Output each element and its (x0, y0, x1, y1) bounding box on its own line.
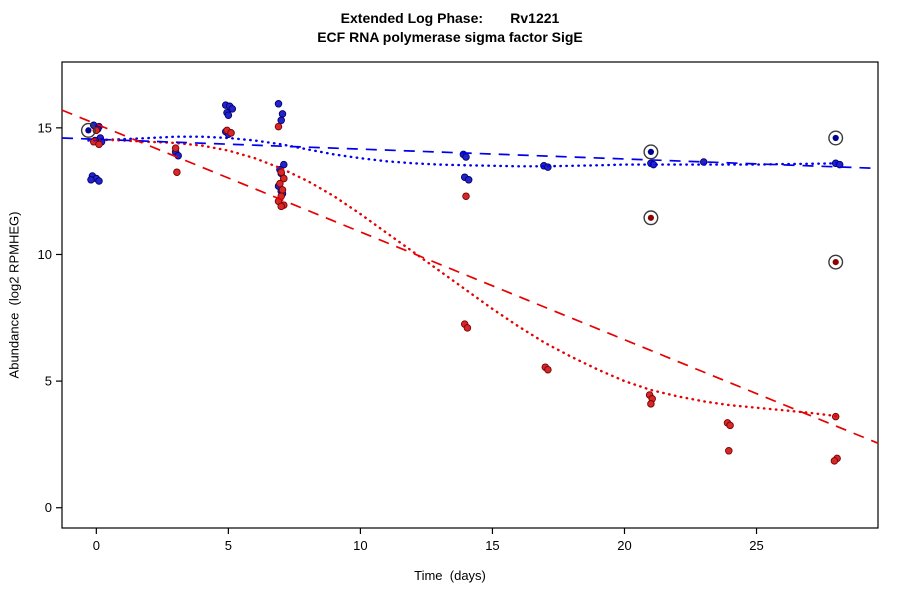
red-point (647, 400, 655, 408)
red-point (227, 129, 235, 137)
y-axis-label: Abundance (log2 RPMHEG) (6, 211, 22, 379)
red-point (95, 140, 103, 149)
chart-title: Extended Log Phase: Rv1221 (340, 10, 560, 26)
blue-loess-fit (87, 135, 843, 168)
x-axis-label: Time (days) (414, 568, 486, 583)
red-point (544, 365, 552, 374)
circled-point-dot (832, 259, 839, 266)
y-tick-label: 0 (45, 500, 52, 515)
blue-linear-fit (61, 137, 879, 170)
red-point (726, 421, 734, 430)
circled-point-dot (85, 127, 92, 134)
y-tick-label: 15 (38, 120, 52, 135)
circled-point-ring (643, 144, 659, 160)
blue-point (277, 116, 285, 125)
circled-point-ring (828, 130, 844, 146)
blue-point (95, 177, 103, 185)
red-point (277, 168, 285, 176)
red-point (277, 202, 285, 211)
red-point (173, 168, 181, 176)
blue-point (464, 176, 473, 184)
circled-point-ring (828, 254, 844, 270)
blue-point (228, 105, 237, 113)
x-tick-label: 0 (93, 538, 100, 553)
y-tick-label: 5 (45, 374, 52, 389)
x-tick-label: 15 (485, 538, 499, 553)
red-point (725, 447, 733, 455)
blue-point (87, 176, 95, 184)
circled-point-ring (643, 210, 659, 226)
circled-point-ring (80, 122, 96, 138)
red-linear-fit (61, 109, 879, 444)
red-point (462, 192, 470, 200)
blue-point (462, 153, 470, 161)
plot-border (61, 61, 879, 529)
red-point (830, 457, 839, 465)
red-point (276, 179, 284, 188)
x-tick-label: 20 (617, 538, 631, 553)
red-point (92, 126, 101, 135)
chart-subtitle: ECF RNA polymerase sigma factor SigE (317, 29, 583, 45)
blue-point (280, 160, 288, 169)
y-tick-label: 10 (38, 247, 52, 262)
red-point (463, 324, 472, 332)
blue-point (278, 110, 287, 118)
circled-point-dot (832, 134, 839, 142)
red-point (171, 144, 180, 152)
circled-point-dot (647, 148, 655, 155)
x-tick-label: 10 (353, 538, 367, 553)
red-point (278, 186, 287, 194)
x-tick-label: 5 (225, 538, 232, 553)
x-tick-label: 25 (749, 538, 763, 553)
red-point (274, 122, 283, 131)
blue-point (224, 111, 233, 119)
red-point (280, 174, 288, 183)
circled-point-dot (647, 214, 655, 221)
red-loess-fit (87, 138, 843, 418)
blue-point (274, 100, 283, 108)
